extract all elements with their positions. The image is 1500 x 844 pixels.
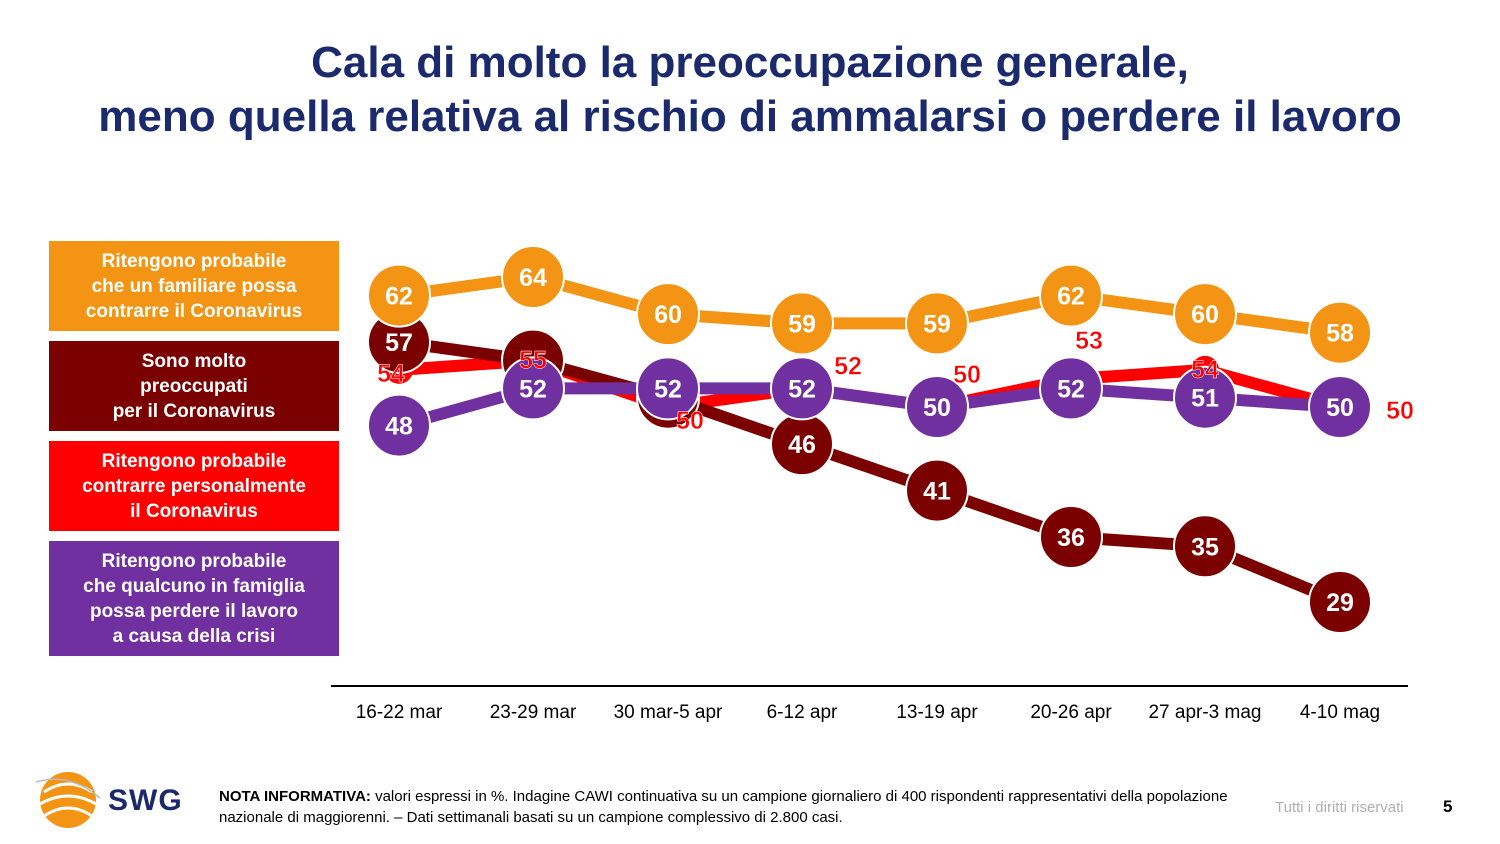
series-layer: 5755514641363529485252525052515062646059… [367,245,1414,634]
series-2-data-label: 55 [519,347,547,375]
series-0-data-label: 59 [788,310,816,338]
series-0-data-label: 58 [1326,320,1354,348]
series-3-point [905,375,969,439]
series-2-data-label: 52 [834,352,862,380]
series-0-point [1039,263,1103,328]
logo-text: SWG [108,784,183,817]
series-1-data-label: 36 [1057,524,1085,552]
series-3-data-label: 52 [788,375,816,403]
series-2-data-label: 50 [953,361,981,389]
series-0-data-label: 60 [1191,301,1219,329]
series-0-point [905,291,969,356]
x-tick-label: 4-10 mag [1300,702,1380,723]
series-1-data-label: 41 [923,478,951,506]
footnote-text: valori espressi in %. Indagine CAWI cont… [219,788,1228,826]
series-0-data-label: 59 [923,310,951,338]
series-1-data-label: 35 [1191,533,1219,561]
series-1-point [1173,514,1237,579]
series-2-data-label: 54 [1191,356,1219,384]
series-0-point [1173,282,1237,347]
series-0-point [1308,300,1372,365]
rights-text: Tutti i diritti riservati [1275,799,1404,816]
series-2-data-label: 50 [676,407,704,435]
series-2-data-label: 53 [1075,327,1103,355]
series-0-point [770,291,834,356]
series-0-point [501,245,565,309]
swg-logo [35,772,101,828]
series-3-data-label: 52 [519,375,547,403]
series-1-point [905,458,969,523]
series-2-data-label: 50 [1386,397,1414,425]
x-tick-labels: 16-22 mar 23-29 mar 30 mar-5 apr 6-12 apr 13… [356,702,1380,723]
series-3-data-label: 51 [1191,385,1219,413]
series-3-data-label: 52 [1057,375,1085,403]
series-0-data-label: 64 [519,264,547,292]
series-0-point [636,282,700,347]
x-tick-label: 13-19 apr [896,702,978,723]
series-1-point [1308,570,1372,634]
legend-item-familiare-contagio: Ritengono probabile che un familiare pos… [49,241,339,331]
x-tick-label: 16-22 mar [356,702,443,723]
legend-item-perdita-lavoro: Ritengono probabile che qualcuno in fami… [49,541,339,656]
series-3-point [1039,356,1103,421]
x-tick-label: 30 mar-5 apr [614,702,723,723]
x-tick-label: 6-12 apr [767,702,838,723]
series-3-point [367,393,431,458]
series-3-data-label: 50 [923,394,951,422]
title-line-2: meno quella relativa al rischio di ammal… [98,92,1402,141]
series-0-point [367,263,431,328]
page-number: 5 [1443,797,1453,816]
footnote: NOTA INFORMATIVA: valori espressi in %. … [219,786,1229,828]
series-3-point [1173,365,1237,430]
series-0-data-label: 62 [1057,283,1085,311]
x-tick-label: 23-29 mar [490,702,577,723]
series-3-point [636,356,700,421]
series-1-data-label: 57 [385,329,413,357]
x-tick-label: 20-26 apr [1030,702,1112,723]
series-3-point [1308,375,1372,439]
series-1-point [1039,505,1103,569]
legend-item-molto-preoccupati: Sono molto preoccupati per il Coronaviru… [49,341,339,431]
slide-title: Cala di molto la preoccupazione generale… [0,36,1500,144]
series-3-data-label: 50 [1326,394,1354,422]
series-3-point [501,356,565,421]
series-1-data-label: 29 [1326,589,1354,617]
series-3-point [770,356,834,421]
title-line-1: Cala di molto la preoccupazione generale… [311,38,1189,87]
series-0-data-label: 62 [385,283,413,311]
legend-item-contagio-personale: Ritengono probabile contrarre personalme… [49,441,339,531]
series-3-data-label: 48 [385,413,413,441]
series-3-data-label: 52 [654,375,682,403]
series-1-data-label: 46 [788,431,816,459]
x-tick-label: 27 apr-3 mag [1148,702,1261,723]
series-0-data-label: 60 [654,301,682,329]
series-2-data-label: 54 [377,360,405,388]
footnote-label: NOTA INFORMATIVA: [219,788,371,805]
